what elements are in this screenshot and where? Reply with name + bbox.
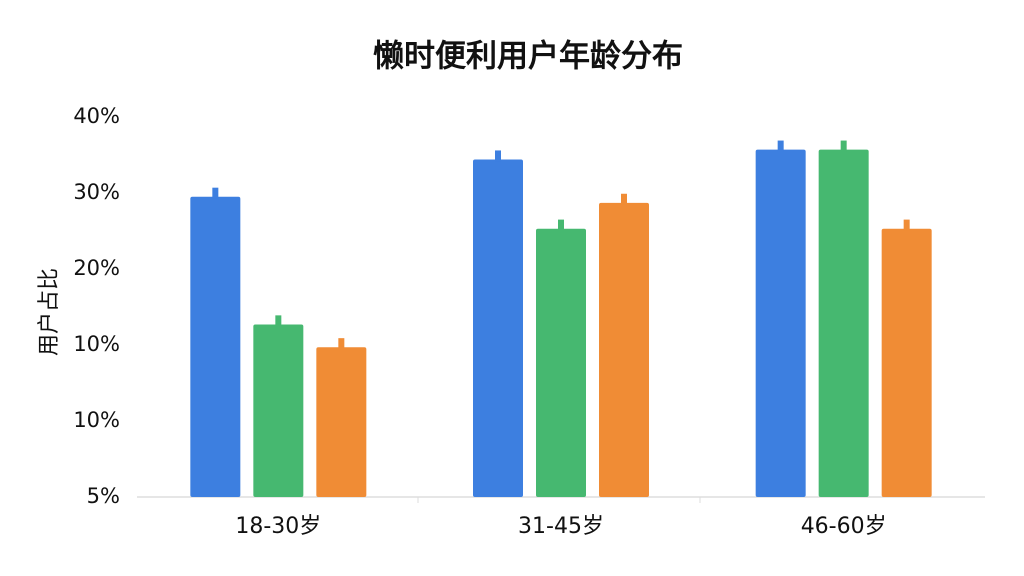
bar bbox=[755, 149, 806, 497]
y-tick-label: 30% bbox=[73, 180, 120, 204]
y-tick-label: 10% bbox=[73, 408, 120, 432]
error-bar bbox=[621, 193, 627, 205]
error-bar bbox=[212, 187, 219, 199]
error-bar bbox=[903, 219, 910, 231]
bar bbox=[190, 196, 241, 498]
bar bbox=[473, 159, 523, 497]
error-bar bbox=[338, 338, 345, 350]
error-bar bbox=[840, 140, 847, 152]
bar bbox=[599, 202, 649, 497]
chart-title: 懒时便利用户年龄分布 bbox=[373, 39, 683, 75]
y-tick-label: 40% bbox=[73, 104, 120, 128]
error-bar bbox=[275, 315, 282, 327]
error-bar bbox=[777, 140, 784, 152]
bar bbox=[881, 228, 932, 497]
y-tick-label: 10% bbox=[73, 332, 120, 356]
x-tick-label: 46-60岁 bbox=[801, 514, 887, 539]
bar bbox=[536, 228, 586, 497]
error-bar bbox=[558, 219, 564, 231]
x-tick-label: 18-30岁 bbox=[235, 514, 321, 539]
y-tick-label: 5% bbox=[87, 484, 120, 508]
bar bbox=[316, 347, 367, 497]
bar bbox=[818, 149, 869, 497]
y-tick-label: 20% bbox=[73, 256, 120, 280]
x-tick-label: 31-45岁 bbox=[518, 514, 604, 539]
bar bbox=[253, 324, 304, 497]
y-axis-label: 用户占比 bbox=[37, 268, 62, 356]
error-bar bbox=[495, 150, 501, 162]
